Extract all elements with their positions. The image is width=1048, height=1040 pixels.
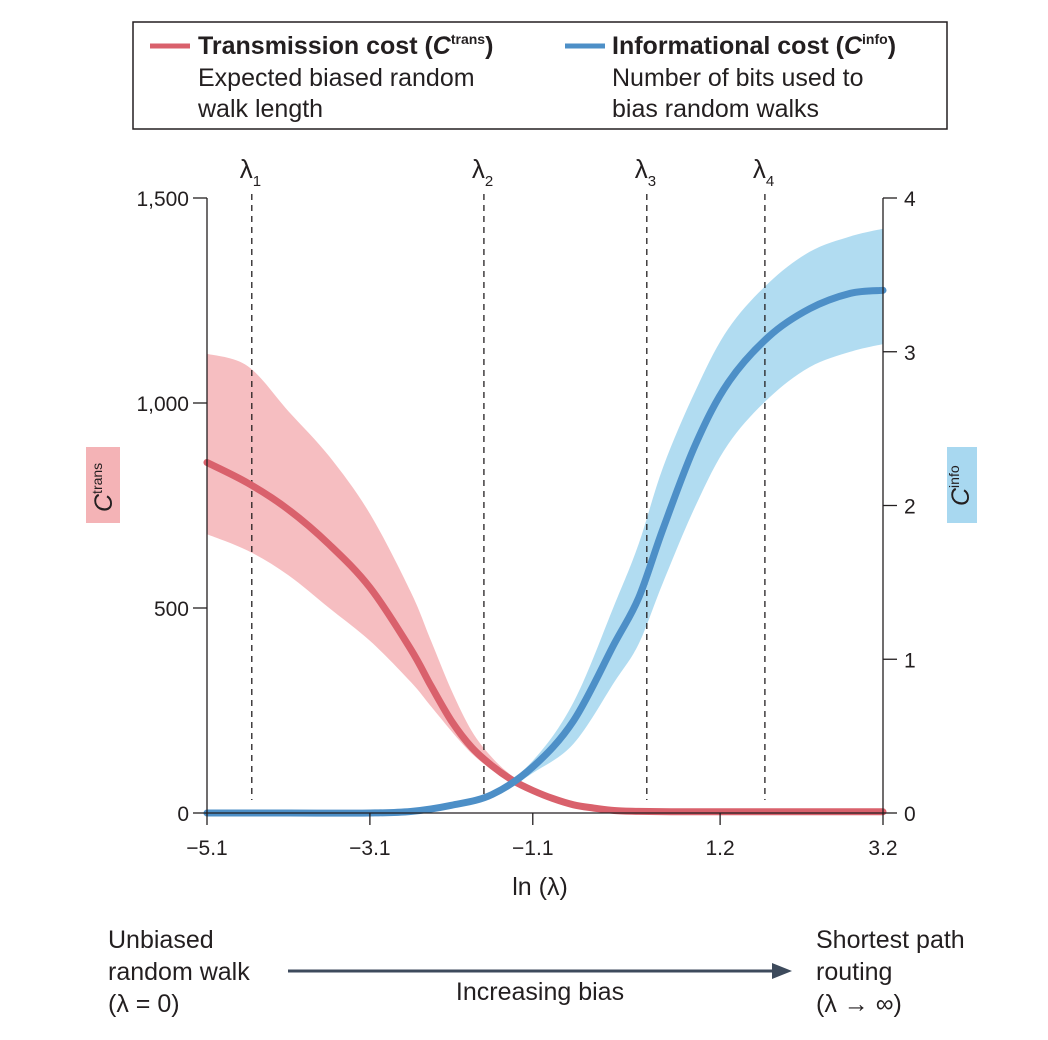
unbiased-label-3: (λ = 0) [108, 990, 180, 1018]
y-right-tick-label: 3 [904, 342, 916, 365]
legend-info-sup: info [862, 31, 888, 47]
y-left-label-patch [86, 447, 120, 523]
y-left-label-sup: trans [89, 463, 105, 494]
x-tick-label: −5.1 [186, 837, 227, 860]
y-left-label: Ctrans [86, 447, 120, 523]
y-right-tick-label: 1 [904, 649, 916, 672]
x-tick-label: 1.2 [706, 837, 735, 860]
legend-trans-desc-1: Expected biased random [198, 64, 475, 92]
lambda-1-label: λ1 [240, 154, 261, 190]
y-right-tick-label: 0 [904, 803, 916, 826]
bias-annotation: Unbiased random walk (λ = 0) Increasing … [108, 926, 965, 1018]
legend-info-desc-2: bias random walks [612, 95, 819, 123]
y-right-tick-label: 2 [904, 496, 916, 519]
y-right-tick-label: 4 [904, 188, 916, 211]
x-tick-label: −3.1 [349, 837, 390, 860]
legend-info-close: ) [888, 32, 896, 60]
x-tick-label: −1.1 [512, 837, 553, 860]
y-right-label-text: Cinfo [946, 465, 975, 506]
y-right-label: Cinfo [946, 447, 977, 523]
legend-info-c: C [844, 32, 863, 60]
y-left-tick-label: 1,500 [136, 188, 189, 211]
bias-arrow-head [772, 963, 792, 979]
y-right-label-patch [947, 447, 977, 523]
y-right-label-sup: info [946, 465, 962, 488]
band-informational [207, 228, 883, 814]
legend-trans-c: C [433, 32, 452, 60]
legend-info-title: Informational cost (Cinfo) [612, 31, 896, 60]
legend-trans-desc-2: walk length [197, 95, 323, 123]
x-axis-label: ln (λ) [512, 873, 568, 901]
y-left-tick-label: 0 [177, 803, 189, 826]
x-tick-label: 3.2 [868, 837, 897, 860]
lambda-lines: λ1 λ2 λ3 λ4 [240, 154, 774, 800]
legend: Transmission cost (Ctrans) Expected bias… [132, 21, 948, 130]
shortest-path-label-2: routing [816, 958, 892, 986]
axes: 0 500 1,000 1,500 0 1 2 3 4 −5.1 −3.1 −1.1 1.2 3.2 [136, 188, 916, 860]
unbiased-label-1: Unbiased [108, 926, 214, 954]
lambda-3-label: λ3 [635, 154, 656, 190]
legend-trans-title: Transmission cost (Ctrans) [198, 31, 493, 60]
shortest-path-label-3: (λ → ∞) [816, 990, 902, 1018]
legend-trans-close: ) [485, 32, 493, 60]
lambda-4-label: λ4 [753, 154, 774, 190]
shortest-path-label-1: Shortest path [816, 926, 965, 954]
lambda-2-label: λ2 [472, 154, 493, 190]
increasing-bias-label: Increasing bias [456, 978, 624, 1006]
y-left-label-text: Ctrans [89, 463, 118, 512]
y-left-tick-label: 1,000 [136, 393, 189, 416]
confidence-bands [207, 228, 883, 814]
unbiased-label-2: random walk [108, 958, 250, 986]
legend-info-desc-1: Number of bits used to [612, 64, 864, 92]
y-left-tick-label: 500 [154, 598, 189, 621]
legend-border [132, 21, 948, 130]
band-transmission [207, 353, 883, 812]
legend-trans-sup: trans [451, 31, 485, 47]
